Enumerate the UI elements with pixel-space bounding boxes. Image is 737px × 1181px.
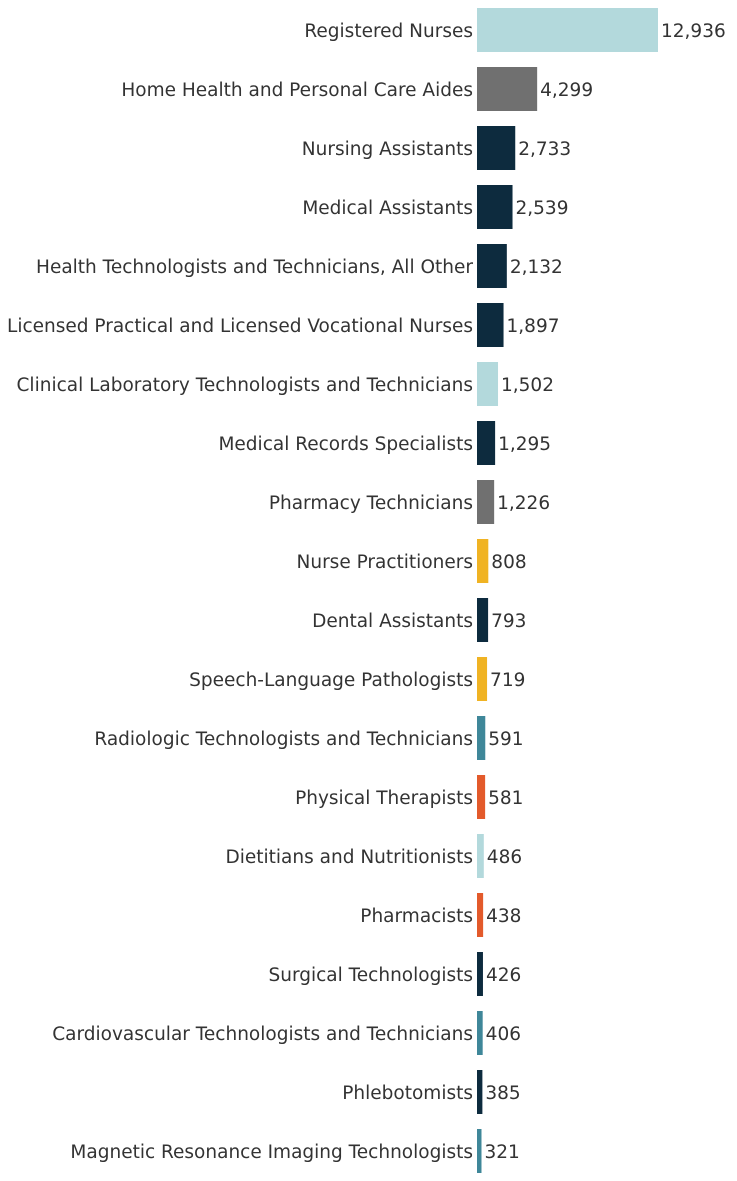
value-label: 1,502 [501, 375, 554, 396]
bar-row: Phlebotomists 385 [342, 1070, 521, 1114]
bar-row: Speech-Language Pathologists 719 [189, 657, 525, 701]
bar-row: Nursing Assistants 2,733 [302, 126, 571, 170]
value-label: 2,132 [510, 257, 563, 278]
category-label: Cardiovascular Technologists and Technic… [52, 1024, 473, 1045]
category-label: Clinical Laboratory Technologists and Te… [17, 375, 473, 396]
bar [477, 1070, 483, 1114]
value-label: 385 [485, 1083, 520, 1104]
bar-row: Registered Nurses 12,936 [304, 8, 726, 52]
bar [477, 598, 489, 642]
category-label: Nurse Practitioners [297, 552, 473, 573]
category-label: Radiologic Technologists and Technicians [94, 729, 473, 750]
bar-row: Pharmacists 438 [360, 893, 521, 937]
category-label: Nursing Assistants [302, 139, 473, 160]
bar-row: Radiologic Technologists and Technicians… [94, 716, 524, 760]
bar-row: Dietitians and Nutritionists 486 [226, 834, 522, 878]
bar [477, 480, 495, 524]
bar-row: Cardiovascular Technologists and Technic… [52, 1011, 521, 1055]
value-label: 4,299 [540, 80, 593, 101]
bar [477, 421, 496, 465]
value-label: 321 [484, 1142, 519, 1163]
bar-row: Dental Assistants 793 [312, 598, 526, 642]
bar [477, 1011, 483, 1055]
value-label: 12,936 [661, 21, 726, 42]
category-label: Phlebotomists [342, 1083, 473, 1104]
value-label: 486 [487, 847, 522, 868]
category-label: Surgical Technologists [268, 965, 473, 986]
value-label: 1,897 [507, 316, 560, 337]
value-label: 808 [491, 552, 526, 573]
bar [477, 716, 486, 760]
category-label: Speech-Language Pathologists [189, 670, 473, 691]
bar-row: Licensed Practical and Licensed Vocation… [7, 303, 560, 347]
category-label: Physical Therapists [295, 788, 473, 809]
category-label: Health Technologists and Technicians, Al… [36, 257, 473, 278]
bar-row: Medical Assistants 2,539 [302, 185, 568, 229]
bar-row: Physical Therapists 581 [295, 775, 523, 819]
bar-row: Clinical Laboratory Technologists and Te… [17, 362, 554, 406]
bar [477, 362, 499, 406]
category-label: Medical Assistants [302, 198, 473, 219]
bar-rows: Registered Nurses 12,936 Home Health and P… [7, 8, 726, 1173]
bar [477, 539, 489, 583]
bar [477, 303, 504, 347]
bar [477, 185, 513, 229]
category-label: Pharmacists [360, 906, 473, 927]
bar [477, 8, 658, 52]
bar-row: Home Health and Personal Care Aides 4,299 [121, 67, 593, 111]
category-label: Licensed Practical and Licensed Vocation… [7, 316, 473, 337]
bar-row: Nurse Practitioners 808 [297, 539, 527, 583]
category-label: Dietitians and Nutritionists [226, 847, 474, 868]
bar-row: Health Technologists and Technicians, Al… [36, 244, 563, 288]
value-label: 2,733 [518, 139, 571, 160]
value-label: 426 [486, 965, 521, 986]
bar [477, 775, 486, 819]
value-label: 719 [490, 670, 525, 691]
bar [477, 126, 516, 170]
value-label: 406 [486, 1024, 521, 1045]
value-label: 1,295 [498, 434, 551, 455]
bar-row: Surgical Technologists 426 [268, 952, 521, 996]
category-label: Magnetic Resonance Imaging Technologists [70, 1142, 473, 1163]
value-label: 591 [488, 729, 523, 750]
bar [477, 952, 483, 996]
bar [477, 834, 484, 878]
bar-row: Magnetic Resonance Imaging Technologists… [70, 1129, 520, 1173]
category-label: Medical Records Specialists [218, 434, 473, 455]
bar-row: Pharmacy Technicians 1,226 [269, 480, 550, 524]
value-label: 438 [486, 906, 521, 927]
category-label: Registered Nurses [304, 21, 473, 42]
bar-row: Medical Records Specialists 1,295 [218, 421, 551, 465]
category-label: Pharmacy Technicians [269, 493, 473, 514]
value-label: 581 [488, 788, 523, 809]
category-label: Dental Assistants [312, 611, 473, 632]
value-label: 1,226 [497, 493, 550, 514]
bar [477, 244, 507, 288]
bar [477, 657, 488, 701]
value-label: 793 [491, 611, 526, 632]
bar [477, 893, 484, 937]
value-label: 2,539 [516, 198, 569, 219]
category-label: Home Health and Personal Care Aides [121, 80, 473, 101]
bar [477, 67, 538, 111]
bar [477, 1129, 482, 1173]
